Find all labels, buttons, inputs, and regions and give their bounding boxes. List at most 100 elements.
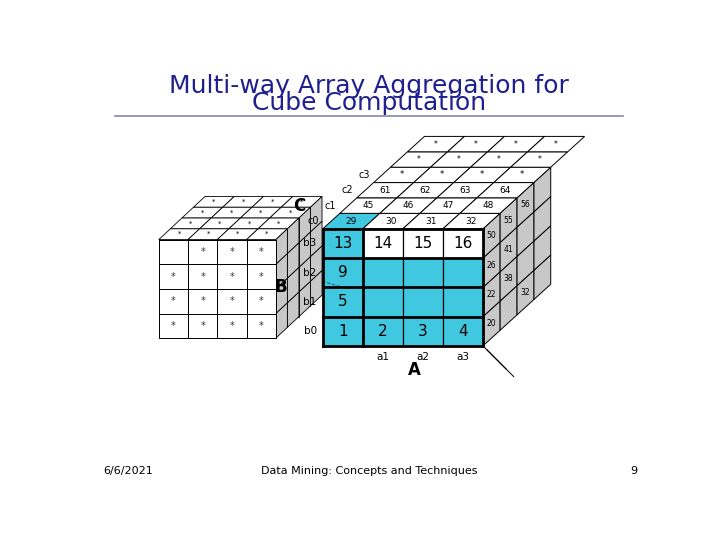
Text: *: *: [171, 321, 176, 331]
Text: *: *: [200, 296, 205, 306]
Bar: [194, 207, 222, 232]
Bar: [217, 240, 246, 264]
Bar: [252, 281, 282, 306]
Bar: [282, 281, 310, 306]
Text: 16: 16: [454, 236, 472, 251]
Polygon shape: [500, 286, 517, 330]
Text: *: *: [514, 140, 518, 149]
Bar: [246, 264, 276, 289]
Polygon shape: [443, 213, 500, 229]
Text: *: *: [230, 272, 234, 281]
Text: 30: 30: [386, 217, 397, 226]
Bar: [222, 256, 252, 281]
Text: b3: b3: [303, 239, 317, 248]
Bar: [182, 218, 211, 242]
Bar: [240, 218, 270, 242]
Text: *: *: [171, 321, 176, 331]
Text: Cube Computation: Cube Computation: [252, 91, 486, 116]
Polygon shape: [454, 167, 510, 183]
Polygon shape: [310, 246, 322, 281]
Polygon shape: [528, 137, 585, 152]
Text: Data Mining: Concepts and Techniques: Data Mining: Concepts and Techniques: [261, 466, 477, 476]
Bar: [246, 240, 276, 264]
Polygon shape: [159, 229, 199, 240]
Text: *: *: [236, 231, 240, 237]
Bar: [188, 264, 217, 289]
Bar: [403, 258, 443, 287]
Bar: [194, 256, 222, 281]
Bar: [199, 229, 229, 253]
Polygon shape: [431, 152, 487, 167]
Bar: [217, 289, 246, 314]
Text: *: *: [200, 272, 205, 281]
Text: *: *: [417, 155, 421, 164]
Bar: [194, 281, 222, 306]
Text: *: *: [230, 296, 234, 306]
Bar: [258, 278, 287, 303]
Text: Multi-way Array Aggregation for: Multi-way Array Aggregation for: [169, 75, 569, 98]
Bar: [240, 267, 270, 292]
Bar: [229, 303, 258, 327]
Text: c1: c1: [325, 201, 336, 211]
Polygon shape: [379, 198, 437, 213]
Bar: [403, 229, 443, 258]
Bar: [217, 314, 246, 338]
Bar: [363, 229, 403, 258]
Polygon shape: [460, 198, 517, 213]
Polygon shape: [517, 212, 534, 256]
Text: *: *: [258, 296, 264, 306]
Text: *: *: [520, 171, 524, 179]
Text: 41: 41: [503, 245, 513, 254]
Bar: [258, 229, 287, 253]
Polygon shape: [390, 152, 448, 167]
Polygon shape: [487, 137, 544, 152]
Polygon shape: [500, 227, 517, 272]
Text: *: *: [200, 272, 205, 281]
Polygon shape: [217, 229, 258, 240]
Bar: [252, 232, 282, 256]
Bar: [246, 314, 276, 338]
Text: *: *: [241, 199, 245, 205]
Text: 15: 15: [413, 236, 433, 251]
Text: *: *: [258, 321, 264, 331]
Text: *: *: [200, 296, 205, 306]
Bar: [188, 314, 217, 338]
Text: 5: 5: [338, 294, 348, 309]
Polygon shape: [171, 218, 211, 229]
Text: *: *: [248, 220, 251, 226]
Bar: [403, 316, 443, 346]
Bar: [188, 314, 217, 338]
Bar: [194, 232, 222, 256]
Polygon shape: [287, 218, 299, 253]
Text: 63: 63: [459, 186, 471, 195]
Bar: [229, 229, 258, 253]
Bar: [246, 289, 276, 314]
Text: *: *: [200, 321, 205, 331]
Polygon shape: [483, 213, 500, 258]
Bar: [229, 278, 258, 303]
Text: *: *: [537, 155, 541, 164]
Bar: [171, 303, 199, 327]
Bar: [211, 292, 240, 316]
Text: *: *: [265, 231, 269, 237]
Polygon shape: [194, 197, 234, 207]
Polygon shape: [222, 197, 264, 207]
Polygon shape: [356, 183, 414, 198]
Text: 50: 50: [487, 231, 496, 240]
Bar: [252, 207, 282, 232]
Text: 26: 26: [487, 260, 496, 269]
Text: *: *: [474, 140, 478, 149]
Polygon shape: [276, 229, 287, 264]
Text: 20: 20: [487, 319, 496, 328]
Text: *: *: [200, 247, 205, 257]
Polygon shape: [477, 183, 534, 198]
Text: *: *: [400, 171, 404, 179]
Text: *: *: [258, 247, 264, 257]
Text: *: *: [218, 220, 222, 226]
Text: 9: 9: [338, 265, 348, 280]
Bar: [246, 289, 276, 314]
Polygon shape: [276, 303, 287, 338]
Text: b1: b1: [303, 297, 317, 307]
Text: *: *: [258, 272, 264, 281]
Text: *: *: [440, 171, 444, 179]
